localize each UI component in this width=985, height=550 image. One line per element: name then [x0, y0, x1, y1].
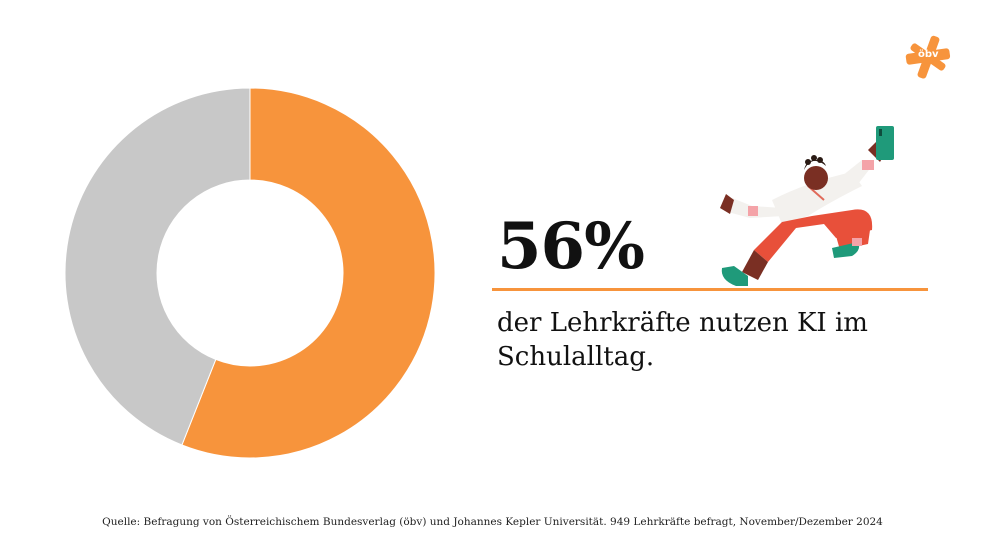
divider-line: [492, 288, 928, 291]
donut-slices: [64, 87, 436, 459]
donut-slice-0: [181, 87, 436, 459]
logo-text: öbv: [918, 49, 939, 60]
stat-value: 56%: [497, 209, 645, 284]
source-note: Quelle: Befragung von Österreichischem B…: [102, 516, 883, 528]
person-taking-selfie-illustration: [720, 126, 894, 286]
donut-slice-1: [64, 87, 251, 446]
oebv-logo-icon: [905, 35, 951, 79]
stat-caption: der Lehrkräfte nutzen KI im Schulalltag.: [497, 308, 868, 372]
